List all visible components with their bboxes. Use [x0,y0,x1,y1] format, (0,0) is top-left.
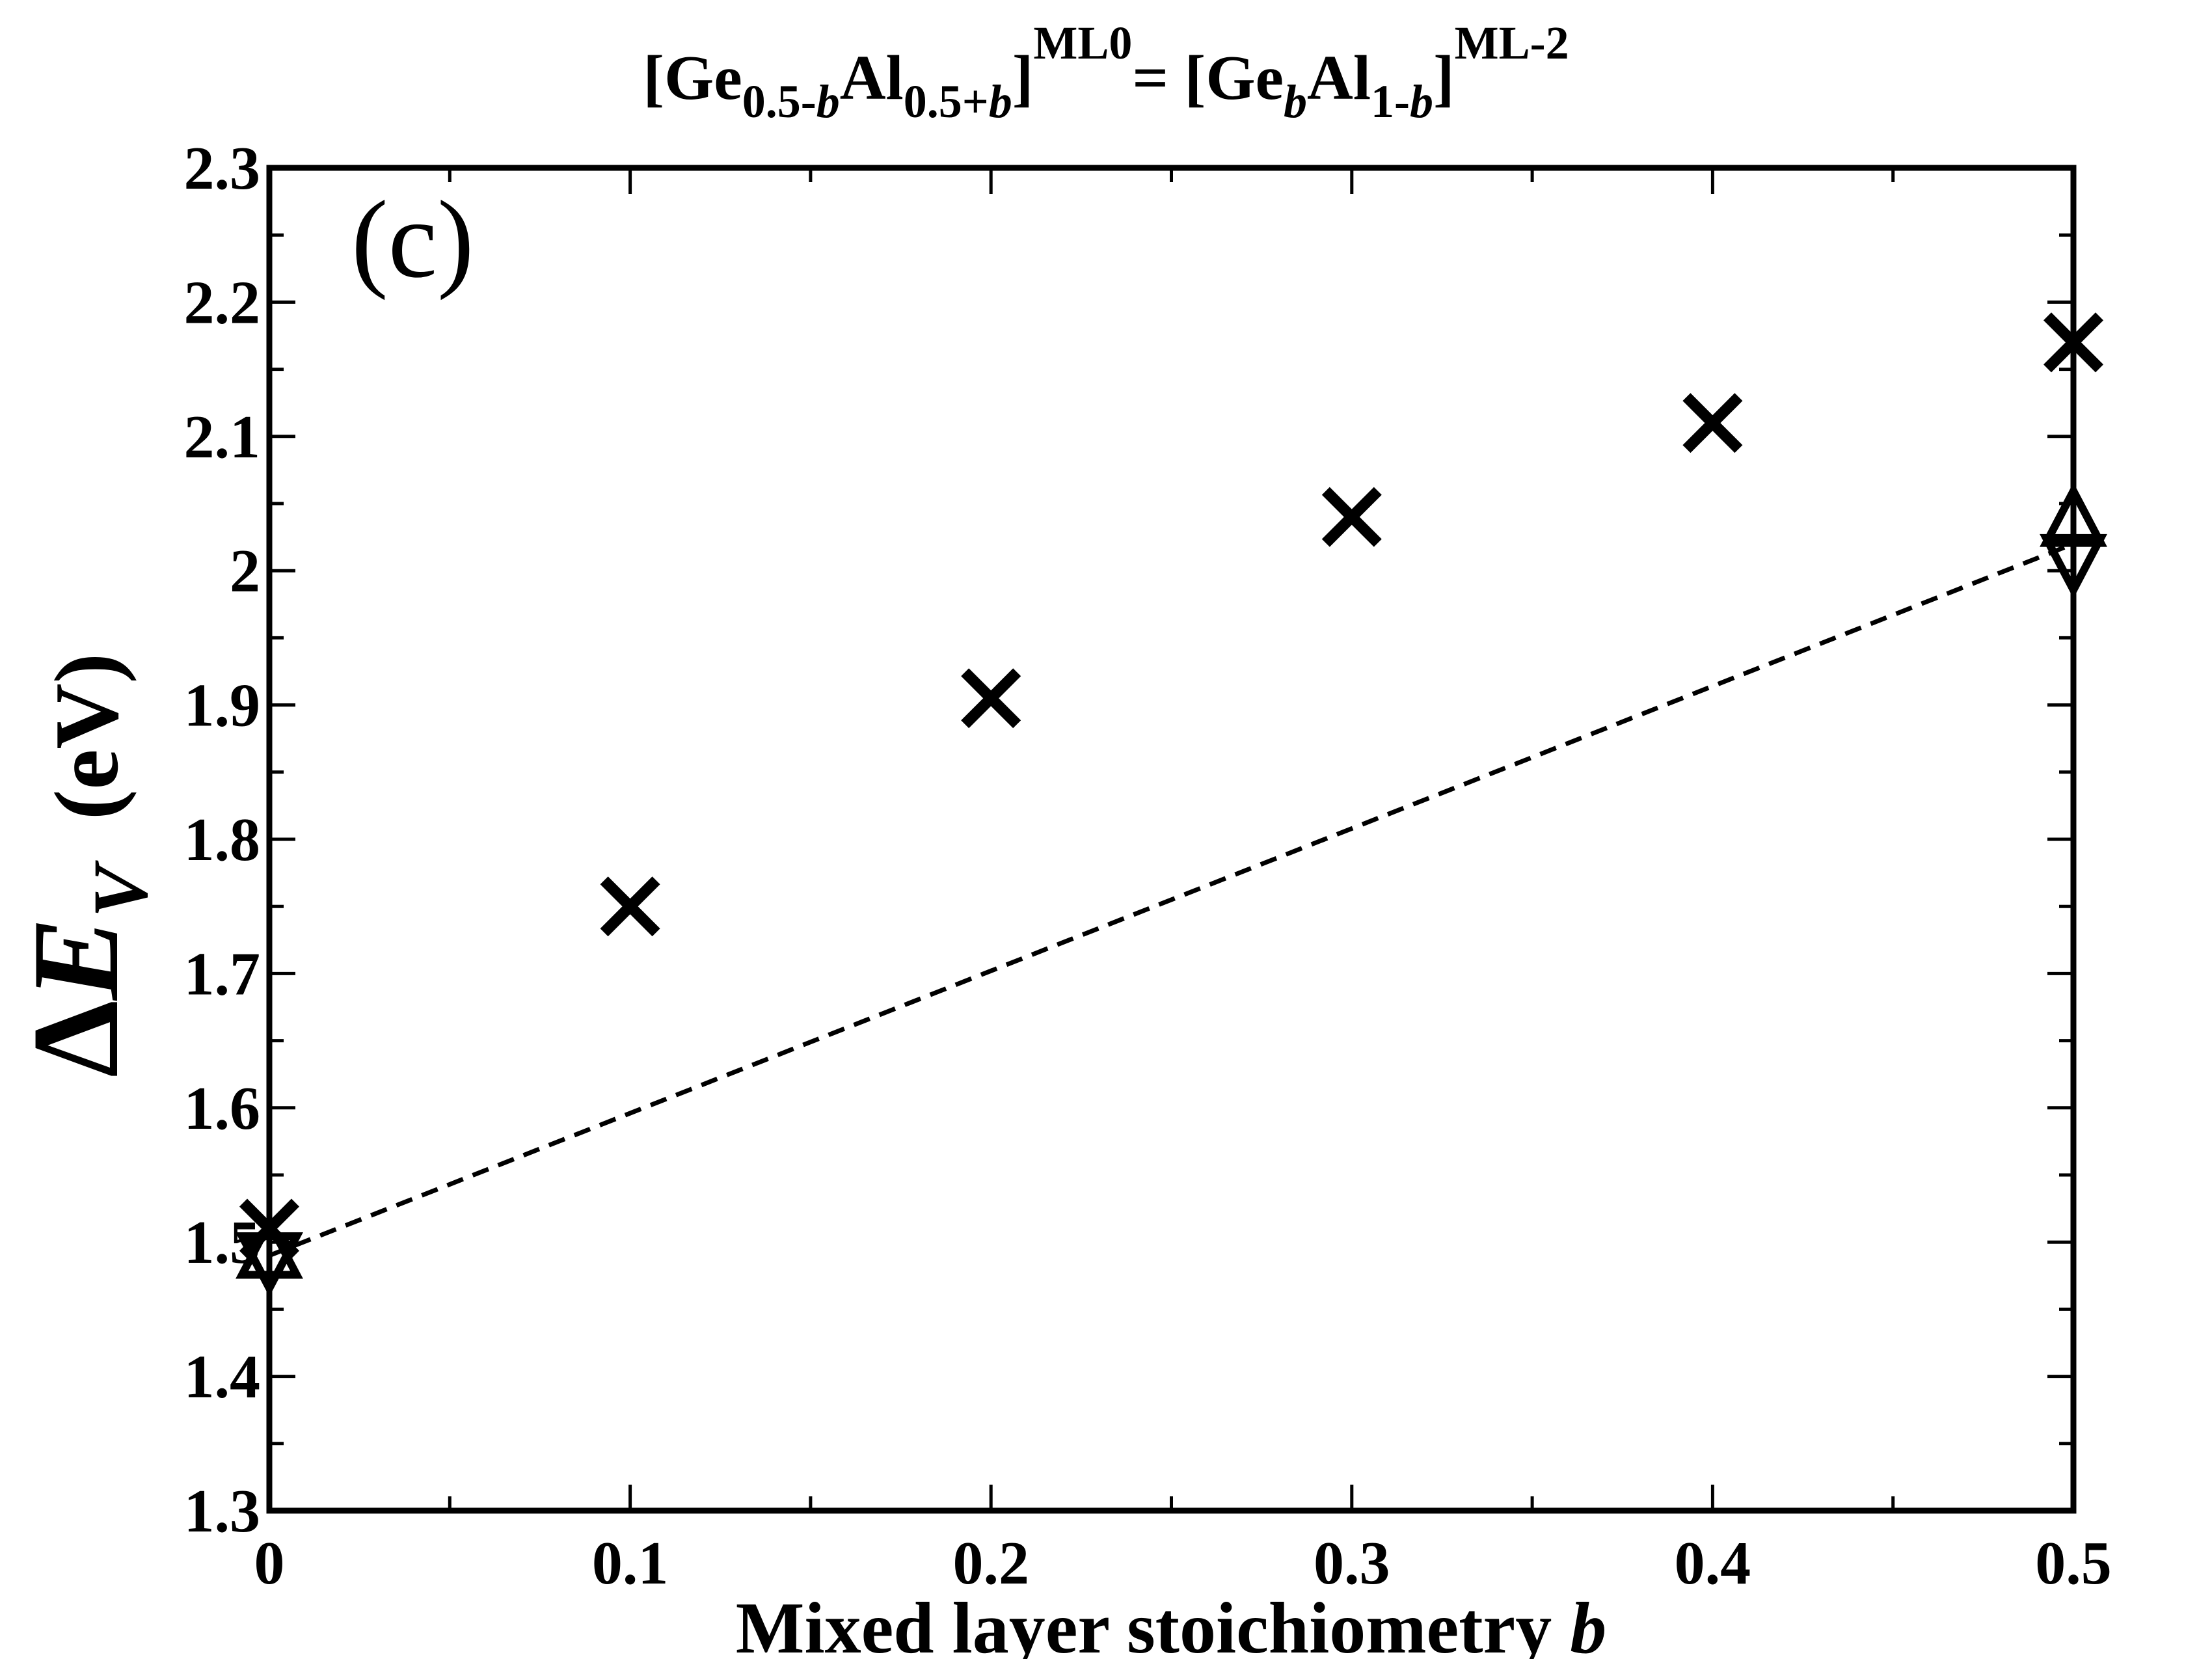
x-axis-label-text: Mixed layer stoichiometry [736,1588,1570,1659]
y-axis-label-part: (eV) [36,653,137,865]
title-part: ] [1012,43,1034,113]
x-tick-label: 0.2 [952,1530,1029,1597]
plot-frame [266,165,2077,1514]
title-part: b [816,75,840,128]
fit-line [268,541,2075,1258]
x-tick-label: 0.4 [1675,1530,1751,1597]
y-tick-label: 2.2 [184,269,261,336]
x-tick-label: 0.1 [592,1530,669,1597]
title-part: [Ge [643,43,742,113]
title-part: b [1410,75,1433,128]
y-tick-label: 2 [230,537,260,605]
title-part: ML-2 [1455,17,1569,69]
y-tick-label: 2.3 [184,135,261,202]
y-tick-label: 1.4 [184,1343,261,1411]
x-tick-label: 0.3 [1314,1530,1390,1597]
y-tick-label: 2.1 [184,403,261,471]
title-part: Al [1307,43,1371,113]
title-part: 0.5+ [904,75,989,128]
chart-title: [Ge0.5-bAl0.5+b]ML0= [GebAl1-b]ML-2 [643,17,1569,128]
y-tick-label: 1.3 [184,1477,261,1545]
y-axis-label-part: E [8,917,144,1001]
title-part: 0.5- [742,75,816,128]
title-part: = [Ge [1132,43,1284,113]
y-tick-label: 1.9 [184,672,261,740]
title-part: b [1284,75,1307,128]
x-marker [1682,393,1743,453]
title-part: 1- [1371,75,1410,128]
y-tick-label: 1.6 [184,1075,261,1142]
y-axis-label-part: Δ [8,1000,144,1077]
axis-tick-labels: 0 0.1 0.2 0.3 0.4 0.51.31.41.51.61.71.81.922.… [184,135,2112,1597]
y-axis-label-part: V [77,859,163,917]
title-part: ML0 [1033,17,1132,69]
x-marker [961,668,1021,729]
y-tick-label: 1.8 [184,806,261,874]
x-axis-label-variable: b [1570,1588,1606,1659]
x-axis-label: Mixed layer stoichiometry b [736,1588,1606,1659]
title-part: ] [1433,43,1455,113]
title-part: Al [840,43,904,113]
x-tick-label: 0 [254,1530,285,1597]
title-part: b [989,75,1012,128]
panel-label: (c) [351,178,474,301]
y-tick-label: 1.7 [184,940,261,1008]
x-marker [1321,487,1382,547]
x-tick-label: 0.5 [2035,1530,2112,1597]
y-axis-label: ΔEV (eV) [8,653,163,1077]
x-marker [600,876,660,937]
